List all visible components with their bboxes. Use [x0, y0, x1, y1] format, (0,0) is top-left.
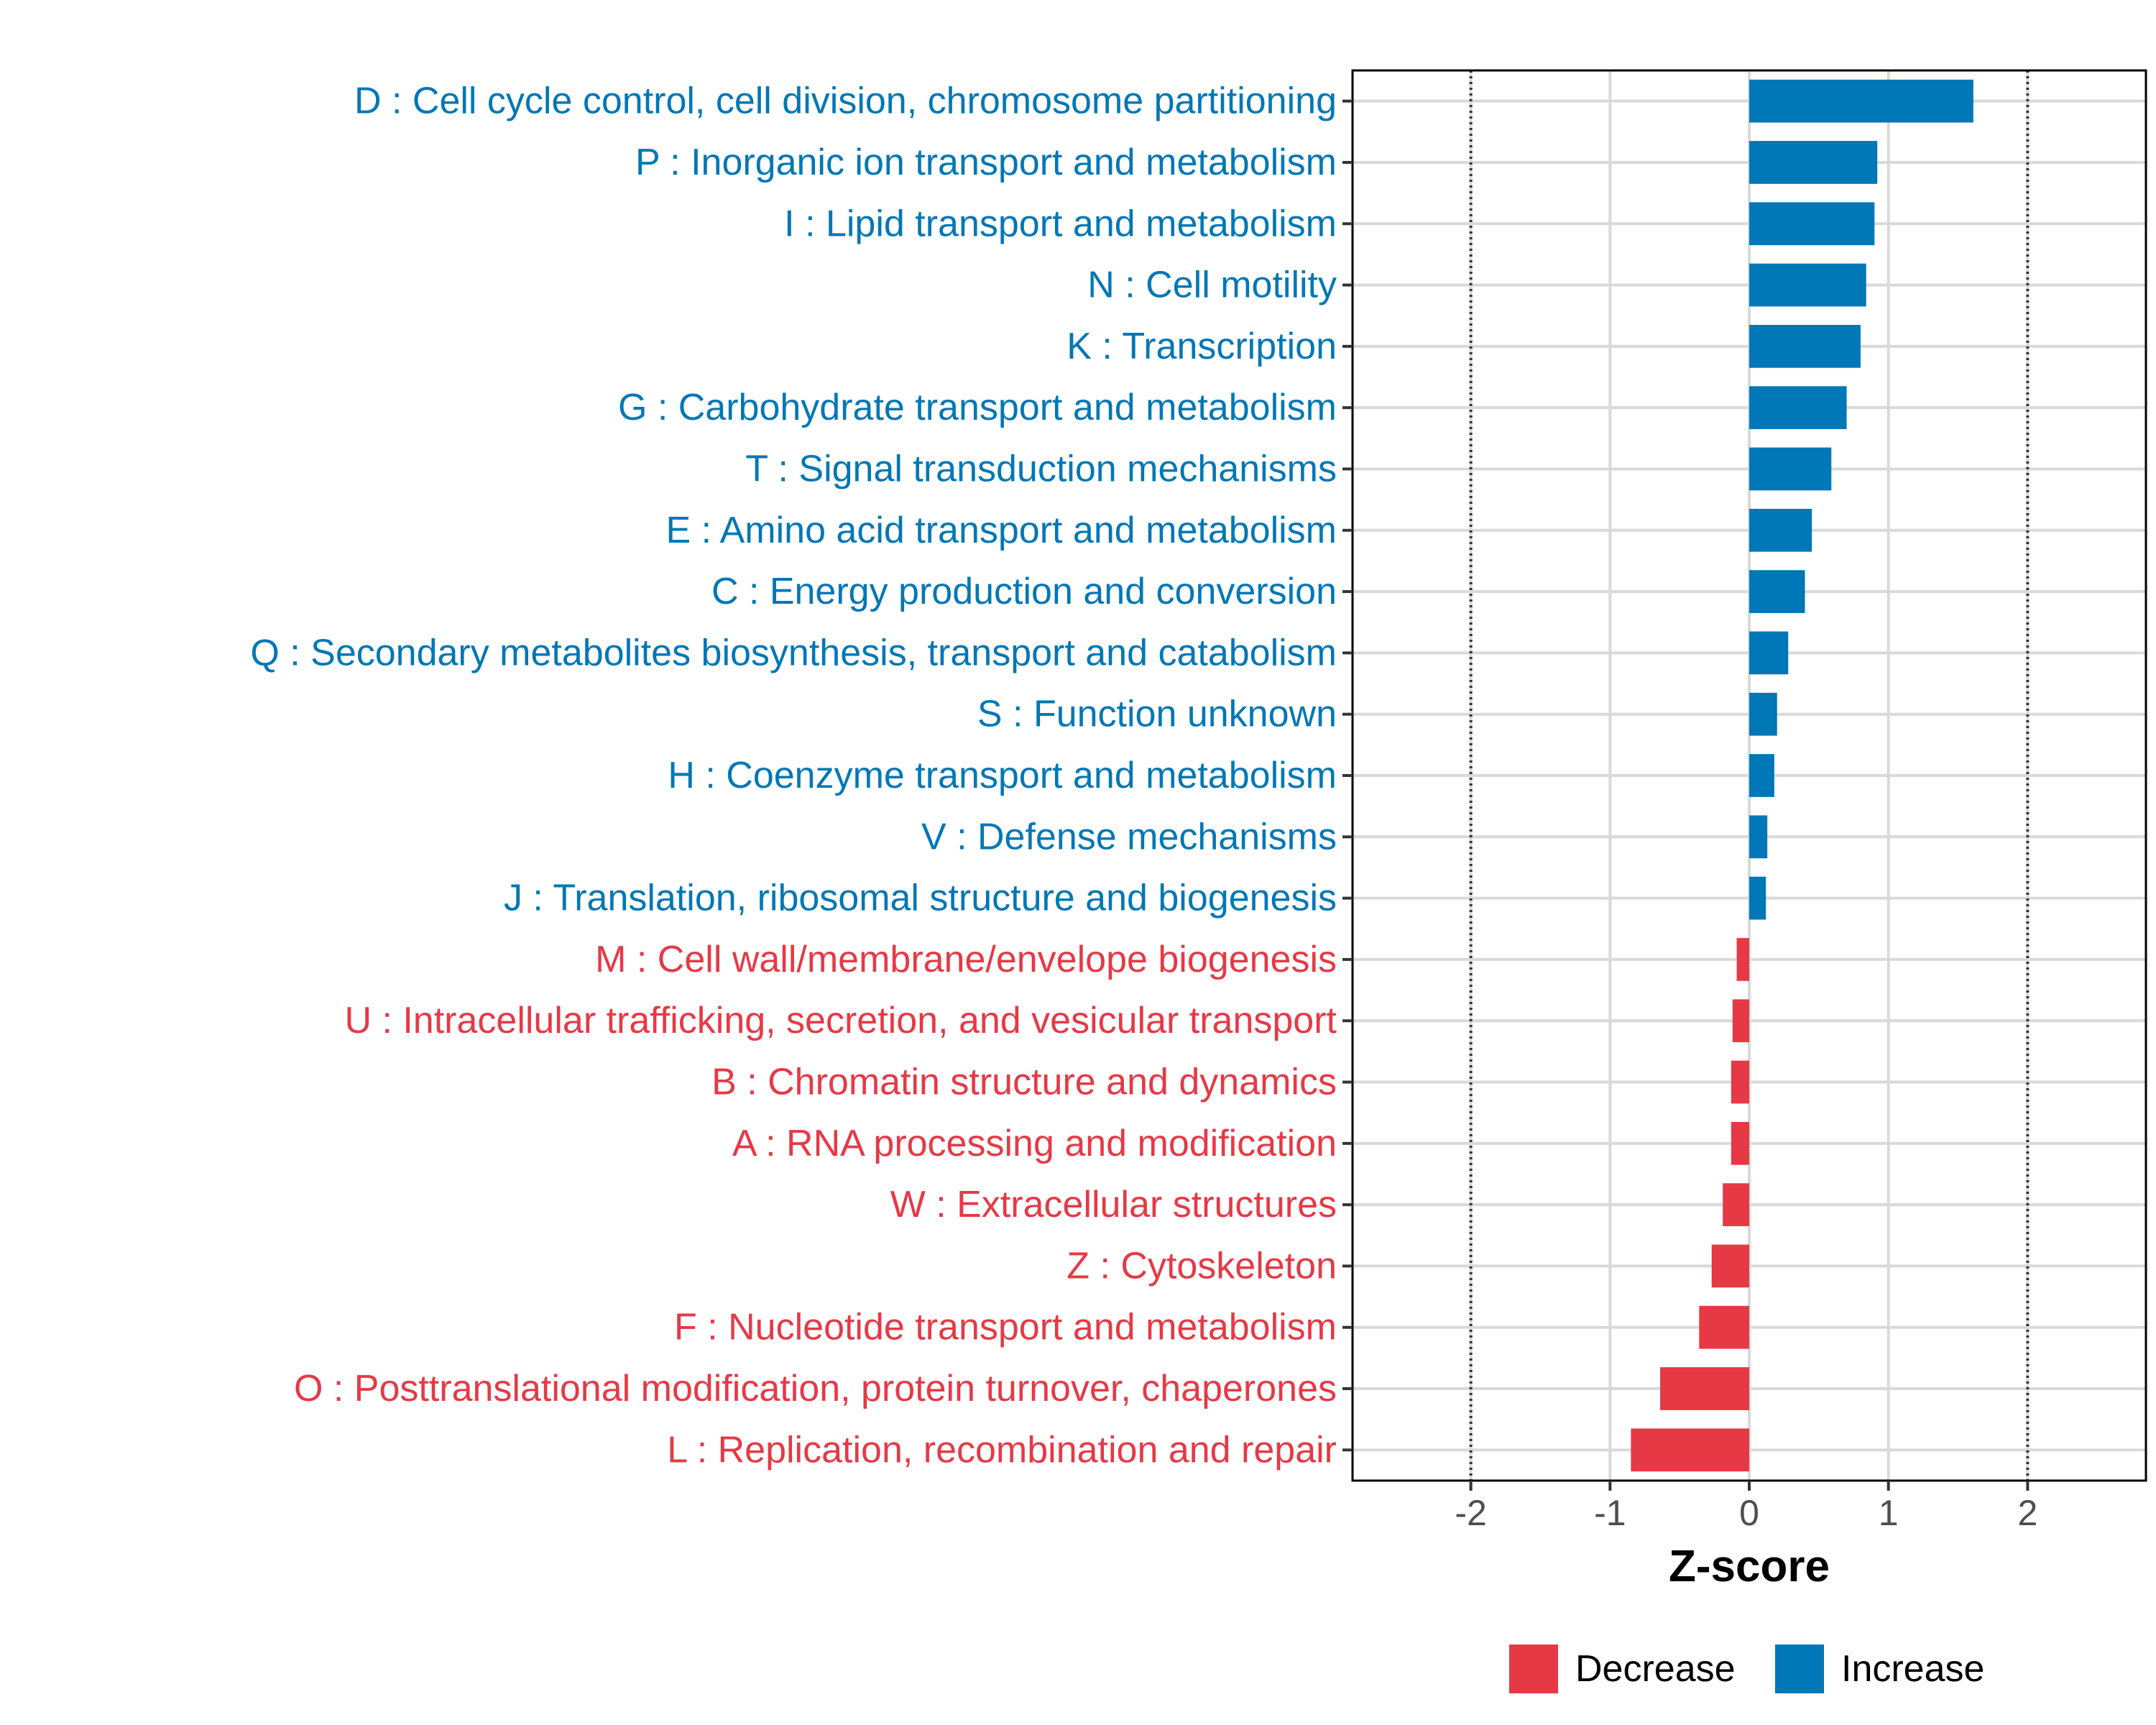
bar: [1749, 815, 1768, 859]
bar: [1749, 876, 1766, 920]
category-label: Z : Cytoskeleton: [1067, 1245, 1337, 1287]
category-label: C : Energy production and conversion: [711, 571, 1337, 612]
legend: Decrease Increase: [1509, 1644, 1984, 1693]
category-label: I : Lipid transport and metabolism: [784, 203, 1337, 244]
bar: [1749, 386, 1847, 430]
category-label: E : Amino acid transport and metabolism: [665, 510, 1337, 551]
category-label: T : Signal transduction mechanisms: [745, 448, 1337, 489]
bar: [1736, 938, 1749, 981]
legend-swatch-increase: [1775, 1644, 1824, 1693]
bar: [1731, 1121, 1749, 1165]
category-label: N : Cell motility: [1087, 264, 1337, 306]
bar: [1749, 754, 1774, 797]
category-label: W : Extracellular structures: [890, 1184, 1337, 1225]
category-label: Q : Secondary metabolites biosynthesis, …: [250, 632, 1337, 673]
category-label: U : Intracellular trafficking, secretion…: [344, 1000, 1337, 1041]
bar: [1749, 508, 1812, 552]
bar: [1749, 202, 1875, 246]
category-label: L : Replication, recombination and repai…: [667, 1429, 1337, 1471]
category-label: F : Nucleotide transport and metabolism: [674, 1307, 1337, 1348]
legend-swatch-decrease: [1509, 1644, 1558, 1693]
category-label: H : Coenzyme transport and metabolism: [668, 755, 1337, 796]
legend-label-increase: Increase: [1841, 1648, 1984, 1690]
bar: [1660, 1367, 1749, 1410]
category-label: A : RNA processing and modification: [732, 1123, 1337, 1164]
bar: [1749, 631, 1789, 675]
x-tick-label: 1: [1879, 1493, 1899, 1533]
bar: [1631, 1428, 1749, 1472]
legend-label-decrease: Decrease: [1575, 1648, 1736, 1690]
x-axis-title: Z-score: [1669, 1542, 1830, 1591]
bar: [1749, 141, 1878, 184]
x-tick-label: -1: [1594, 1493, 1626, 1533]
bar: [1699, 1305, 1749, 1349]
y-axis-ticks: D : Cell cycle control, cell division, c…: [250, 80, 1353, 1471]
category-label: K : Transcription: [1067, 326, 1337, 367]
category-label: B : Chromatin structure and dynamics: [711, 1062, 1337, 1103]
x-axis-ticks: -2 -1 0 1 2: [1455, 1481, 2037, 1533]
category-label: D : Cell cycle control, cell division, c…: [354, 80, 1337, 122]
bar: [1749, 692, 1777, 736]
bar: [1749, 570, 1805, 613]
bars-layer: [1631, 79, 1973, 1472]
bar: [1749, 447, 1832, 491]
category-label: J : Translation, ribosomal structure and…: [504, 878, 1337, 919]
bar: [1749, 325, 1861, 368]
category-label: S : Function unknown: [977, 694, 1337, 735]
category-label: P : Inorganic ion transport and metaboli…: [635, 142, 1337, 183]
bar: [1731, 1060, 1749, 1104]
category-label: O : Posttranslational modification, prot…: [294, 1368, 1337, 1409]
bar: [1749, 79, 1973, 123]
bar: [1711, 1244, 1749, 1288]
bar: [1732, 999, 1749, 1043]
x-tick-label: -2: [1455, 1493, 1486, 1533]
x-tick-label: 2: [2017, 1493, 2037, 1533]
category-label: G : Carbohydrate transport and metabolis…: [618, 387, 1337, 428]
category-label: M : Cell wall/membrane/envelope biogenes…: [595, 939, 1337, 980]
category-label: V : Defense mechanisms: [921, 816, 1337, 857]
bar: [1749, 263, 1866, 307]
bar: [1723, 1183, 1749, 1226]
x-tick-label: 0: [1739, 1493, 1759, 1533]
